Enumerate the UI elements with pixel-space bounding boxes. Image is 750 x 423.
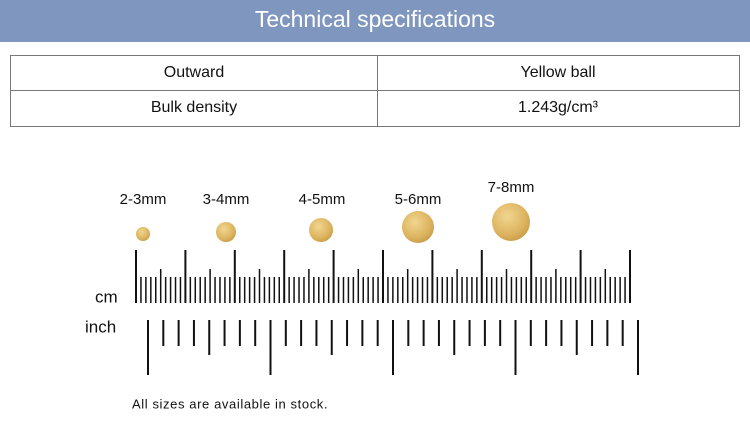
header-title: Technical specifications (255, 6, 495, 32)
size-label: 5-6mm (395, 191, 442, 208)
ruler (135, 250, 639, 375)
ball (216, 222, 236, 242)
ball (136, 227, 150, 241)
cm-label: cm (95, 287, 118, 306)
table-cell: Bulk density (151, 99, 237, 116)
table-cell: 1.243g/cm³ (518, 99, 599, 116)
size-label: 7-8mm (488, 179, 535, 196)
inch-label: inch (85, 317, 116, 336)
header-bar (0, 0, 750, 42)
table-cell: Outward (164, 64, 224, 81)
ball (309, 218, 333, 242)
size-label: 3-4mm (203, 191, 250, 208)
size-label: 2-3mm (120, 191, 167, 208)
ball (492, 203, 530, 241)
ball (402, 211, 434, 243)
note: All sizes are available in stock. (132, 396, 328, 411)
size-label: 4-5mm (299, 191, 346, 208)
table-cell: Yellow ball (520, 64, 595, 81)
